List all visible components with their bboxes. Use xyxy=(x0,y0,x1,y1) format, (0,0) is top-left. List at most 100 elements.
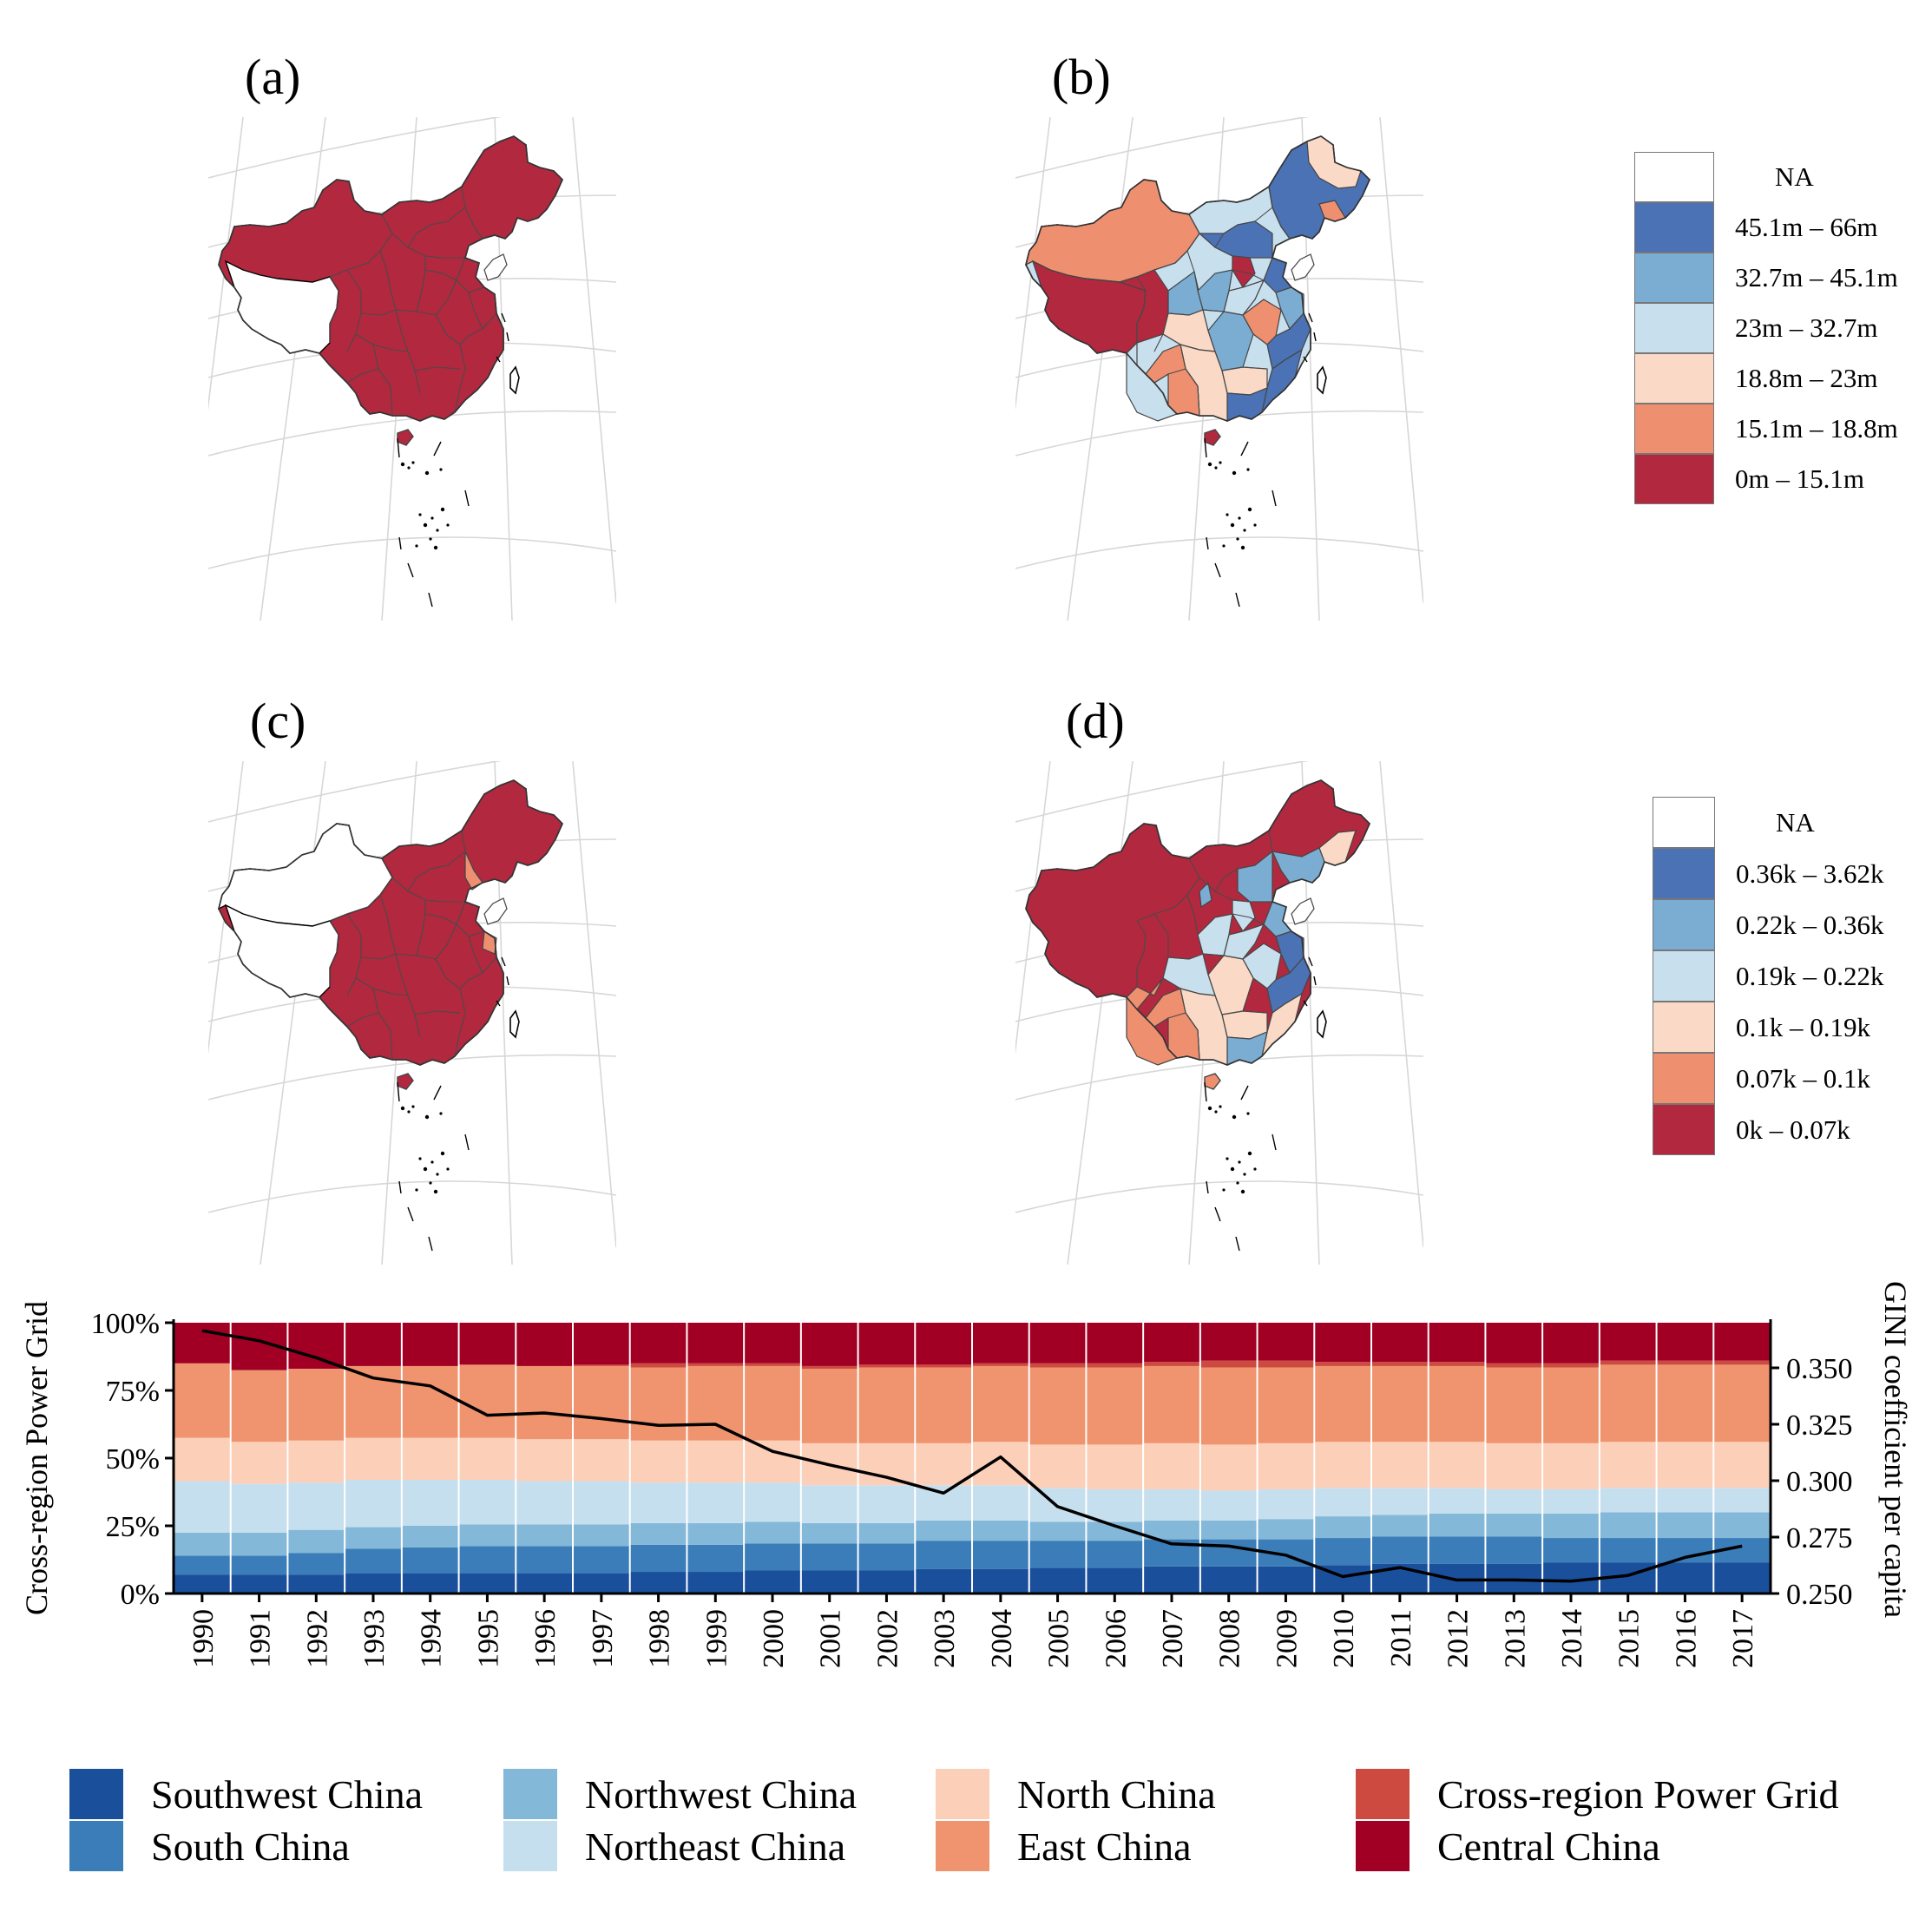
y-tick-label: 0% xyxy=(121,1579,160,1611)
panel-label-c: (c) xyxy=(250,693,306,749)
south-china-sea-islands xyxy=(1204,1081,1277,1252)
legend-label: 0m – 15.1m xyxy=(1735,463,1864,494)
legend-item: 0m – 15.1m xyxy=(1634,454,1864,504)
bar-segment xyxy=(1087,1541,1143,1568)
x-tick-label: 2004 xyxy=(986,1609,1018,1668)
bar-segment xyxy=(459,1524,516,1547)
legend-item: 0k – 0.07k xyxy=(1653,1104,1850,1155)
y-tick-label: 75% xyxy=(106,1376,160,1408)
china-map xyxy=(218,135,563,422)
legend-label: NA xyxy=(1776,806,1815,838)
bar-segment xyxy=(745,1440,800,1483)
bar-segment xyxy=(687,1323,744,1364)
bar-segment xyxy=(858,1522,915,1544)
legend-label: 0.19k – 0.22k xyxy=(1736,960,1884,991)
bar-segment xyxy=(801,1543,858,1571)
legend-label: 45.1m – 66m xyxy=(1735,212,1878,242)
bar-segment xyxy=(687,1572,744,1594)
y-tick-label: 50% xyxy=(106,1443,160,1475)
x-tick-label: 2010 xyxy=(1328,1609,1360,1668)
legend-item: 45.1m – 66m xyxy=(1634,202,1877,253)
bar-segment xyxy=(973,1568,1028,1594)
x-tick-label: 1996 xyxy=(529,1609,562,1668)
x-tick-label: 2002 xyxy=(871,1609,904,1668)
south-china-sea-islands xyxy=(397,1081,470,1252)
chart-legend-item: Southwest China xyxy=(69,1769,423,1819)
bar-segment xyxy=(973,1365,1028,1442)
chart-legend-label: Central China xyxy=(1437,1824,1660,1869)
bar-segment xyxy=(231,1442,287,1484)
bar-segment xyxy=(1657,1323,1713,1361)
bar-segment xyxy=(1714,1364,1770,1442)
bar-segment xyxy=(1543,1323,1599,1364)
bar-segment xyxy=(231,1574,287,1594)
x-tick-label: 1991 xyxy=(245,1609,277,1668)
bar-segment xyxy=(916,1364,971,1368)
bar-segment xyxy=(1543,1363,1599,1368)
bar-segment xyxy=(1600,1488,1656,1513)
x-tick-label: 1999 xyxy=(700,1609,733,1668)
bar-segment xyxy=(1486,1488,1542,1514)
bar-segment xyxy=(630,1323,687,1364)
bar-segment xyxy=(1029,1363,1086,1368)
legend-item: 15.1m – 18.8m xyxy=(1634,404,1898,454)
bar-segment xyxy=(1714,1442,1770,1488)
legend-label: 23m – 32.7m xyxy=(1735,312,1878,343)
x-tick-label: 2013 xyxy=(1499,1609,1531,1668)
bar-segment xyxy=(1144,1323,1199,1363)
bar-segment xyxy=(345,1479,401,1528)
x-tick-label: 1992 xyxy=(301,1609,333,1668)
gini-line xyxy=(201,1329,1743,1583)
legend-swatch xyxy=(1634,454,1714,504)
bar-segment xyxy=(801,1522,858,1544)
bar-segment xyxy=(1543,1488,1599,1514)
y2-tick-label: 0.275 xyxy=(1786,1522,1853,1554)
bar-segment xyxy=(687,1365,744,1441)
legend-swatch xyxy=(1653,899,1715,950)
bar-segment xyxy=(1315,1362,1370,1366)
bar-segment xyxy=(1258,1360,1314,1368)
bar-segment xyxy=(574,1365,629,1440)
bar-segment xyxy=(1144,1520,1199,1540)
bar-segment xyxy=(1087,1363,1143,1368)
bar-segment xyxy=(801,1369,858,1443)
bar-segment xyxy=(1200,1360,1257,1368)
bar-segment xyxy=(1200,1566,1257,1594)
province-borders xyxy=(329,186,518,417)
bars xyxy=(174,1323,1770,1594)
bar-segment xyxy=(1144,1442,1199,1489)
x-tick-label: 2016 xyxy=(1670,1609,1702,1668)
bar-segment xyxy=(345,1527,401,1549)
bohai-sea xyxy=(1291,897,1315,925)
legend-label: 0.36k – 3.62k xyxy=(1736,858,1884,889)
bar-segment xyxy=(288,1323,345,1370)
bar-segment xyxy=(288,1482,345,1530)
stacked-bar-chart: 0% 25% 50% 75% 100% 0.250 0.275 0.300 0.325 0.350… xyxy=(19,1281,1913,1668)
bar-segment xyxy=(1486,1513,1542,1537)
legend-swatch xyxy=(1653,797,1715,848)
bar-segment xyxy=(174,1437,230,1482)
bar-segment xyxy=(459,1323,516,1365)
bar-segment xyxy=(1315,1442,1370,1488)
bar-segment xyxy=(516,1546,572,1574)
x-tick-label: 2014 xyxy=(1556,1609,1588,1668)
bar-segment xyxy=(687,1522,744,1545)
south-china-sea-islands xyxy=(1204,437,1277,608)
bar-segment xyxy=(1543,1367,1599,1443)
bar-segment xyxy=(574,1524,629,1547)
bar-segment xyxy=(1372,1488,1428,1515)
bar-segment xyxy=(345,1548,401,1574)
legend-label: NA xyxy=(1775,161,1814,192)
bar-segment xyxy=(1714,1512,1770,1539)
bar-segment xyxy=(345,1437,401,1480)
taiwan xyxy=(1317,1009,1327,1039)
legend-item: 0.1k – 0.19k xyxy=(1653,1002,1870,1053)
bar-segment xyxy=(801,1323,858,1366)
bar-segment xyxy=(858,1364,915,1368)
chart-legend-label: North China xyxy=(1017,1771,1216,1817)
taiwan xyxy=(509,1009,520,1039)
y-tick-label: 25% xyxy=(106,1511,160,1543)
chart-legend-item: Northeast China xyxy=(503,1821,845,1871)
bar-segment xyxy=(459,1546,516,1574)
bar-segment xyxy=(516,1524,572,1547)
